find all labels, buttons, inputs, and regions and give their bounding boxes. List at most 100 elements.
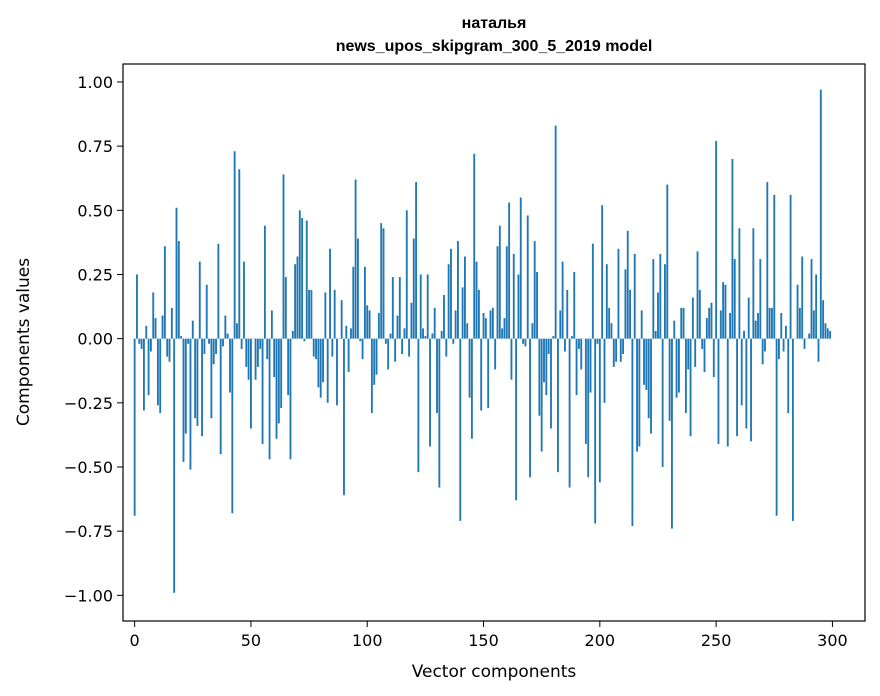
y-tick-label: 0.50 <box>77 201 113 220</box>
bar <box>277 338 280 424</box>
bar <box>701 338 704 349</box>
bar <box>754 320 757 339</box>
bar <box>675 338 678 398</box>
bar <box>475 261 478 339</box>
bar <box>187 338 190 344</box>
bar <box>568 338 571 488</box>
bar <box>784 325 787 339</box>
bar <box>196 338 199 426</box>
bar <box>268 338 271 460</box>
bar <box>445 338 448 357</box>
bar <box>666 184 669 339</box>
bar <box>505 246 508 339</box>
bar <box>766 182 769 339</box>
bar <box>480 338 483 411</box>
bar <box>803 338 806 349</box>
bar <box>422 328 424 339</box>
bar <box>722 282 725 339</box>
bar <box>529 338 531 478</box>
bar <box>826 328 829 339</box>
bar <box>384 338 387 344</box>
bar <box>538 338 541 416</box>
bar <box>317 338 320 388</box>
x-tick-label: 200 <box>585 631 616 650</box>
bar <box>673 320 676 339</box>
bar <box>526 215 529 339</box>
bar <box>147 338 150 396</box>
bar <box>631 338 634 527</box>
x-tick-label: 150 <box>468 631 499 650</box>
bar <box>470 338 473 439</box>
bar <box>143 338 145 411</box>
bar <box>203 338 206 355</box>
bar <box>331 338 334 357</box>
bar <box>619 338 622 362</box>
bar <box>233 151 236 339</box>
bar <box>403 328 406 339</box>
bar <box>708 307 711 339</box>
plot-frame <box>122 63 866 622</box>
bar <box>333 289 336 339</box>
bar <box>491 307 494 339</box>
bar <box>501 328 504 339</box>
bar <box>303 338 306 342</box>
bar <box>570 336 573 339</box>
bar <box>577 338 580 349</box>
bar <box>263 225 266 339</box>
bar <box>494 338 497 370</box>
bar <box>608 307 611 339</box>
bar <box>559 310 562 339</box>
bar <box>405 210 408 339</box>
bar <box>524 338 527 347</box>
bar <box>610 323 613 339</box>
bar <box>689 338 692 437</box>
bar <box>375 338 378 375</box>
bar <box>310 289 313 339</box>
bar <box>170 307 173 339</box>
bar <box>819 89 822 339</box>
y-axis-ticks: 1.00 0.75 0.50 0.25 0.00 −0.25 −0.50 −0.75 −1.00 <box>64 73 123 605</box>
bar <box>482 312 485 339</box>
bar <box>315 338 317 360</box>
bar <box>308 289 311 339</box>
bar <box>598 338 601 483</box>
bar <box>703 338 706 373</box>
bar <box>489 310 492 339</box>
bar <box>694 338 697 367</box>
bar <box>189 338 192 470</box>
bar <box>564 338 566 352</box>
bar <box>580 338 583 370</box>
bar <box>401 338 404 355</box>
bar <box>575 338 578 396</box>
bar <box>370 338 373 414</box>
y-tick-label: 0.25 <box>77 265 113 284</box>
bar <box>345 325 348 339</box>
bar <box>710 302 713 339</box>
bar <box>726 338 729 447</box>
bar <box>208 338 210 344</box>
bar <box>587 338 590 478</box>
bar <box>543 338 545 383</box>
bar <box>454 310 457 339</box>
bar <box>133 338 136 516</box>
bar <box>436 338 438 414</box>
y-tick-label: −0.75 <box>64 522 113 541</box>
bar <box>184 338 187 434</box>
bar <box>245 338 248 367</box>
bar <box>238 169 241 339</box>
bar <box>657 292 659 339</box>
bar <box>736 338 738 437</box>
bar <box>815 274 818 339</box>
bar <box>761 338 764 365</box>
bar <box>629 289 631 339</box>
y-tick-label: −0.50 <box>64 458 113 477</box>
bar <box>512 253 515 339</box>
bar <box>410 302 413 339</box>
bar <box>615 338 618 362</box>
bar <box>787 338 790 414</box>
bar <box>296 256 299 339</box>
bar <box>377 312 380 339</box>
bar <box>468 338 471 398</box>
bar <box>724 284 727 339</box>
